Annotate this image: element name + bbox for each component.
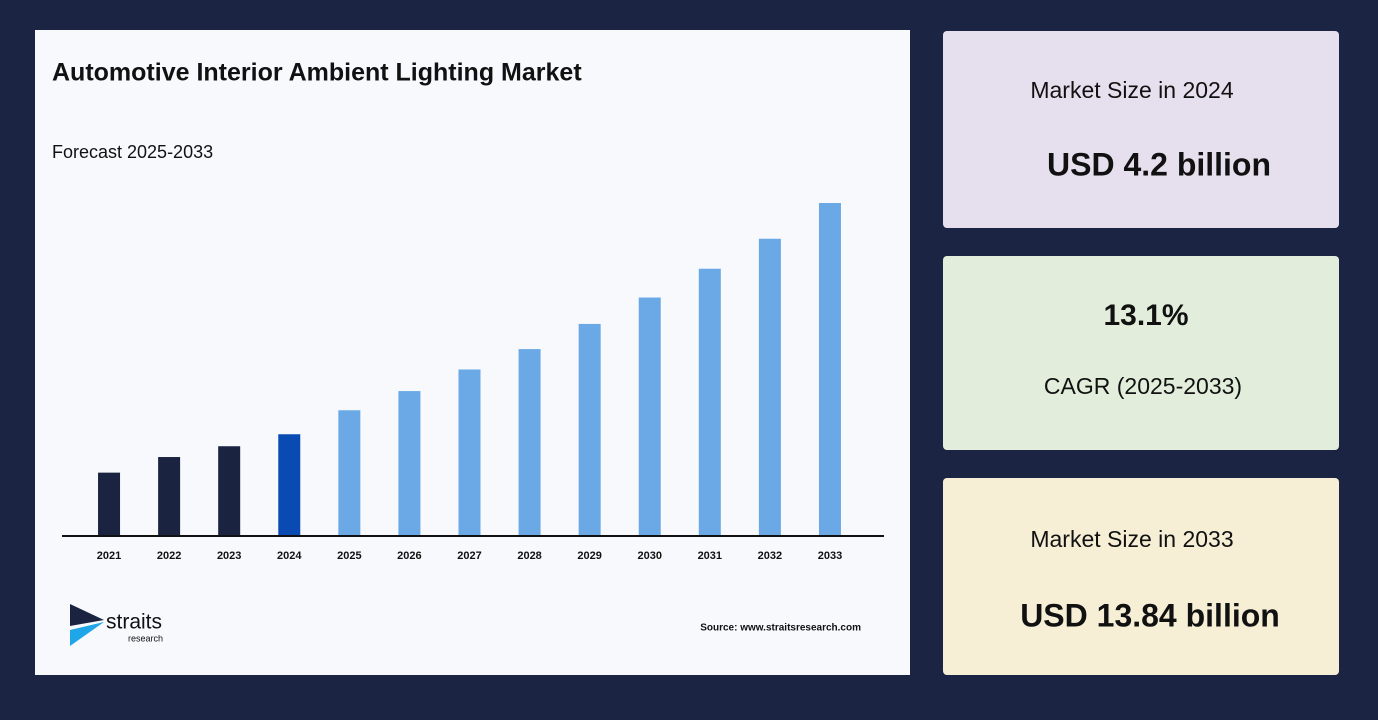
x-tick-label: 2031 <box>698 550 722 562</box>
card-value: USD 4.2 billion <box>1047 146 1271 182</box>
x-tick-label: 2027 <box>457 550 481 562</box>
card-value: USD 13.84 billion <box>1020 597 1280 633</box>
bar <box>278 434 301 535</box>
logo-mark <box>70 622 104 646</box>
x-tick-label: 2025 <box>337 550 361 562</box>
x-tick-label: 2029 <box>577 550 601 562</box>
x-tick-label: 2026 <box>397 550 421 562</box>
bar <box>458 369 481 535</box>
bar <box>218 446 241 535</box>
card <box>943 31 1339 228</box>
bar <box>338 410 361 535</box>
bar <box>638 297 661 535</box>
logo: straits research <box>70 604 163 646</box>
bar <box>698 268 721 535</box>
source: Source: www.straitsresearch.com <box>700 623 861 634</box>
bar <box>158 457 181 535</box>
x-tick-label: 2021 <box>97 550 121 562</box>
card <box>943 478 1339 675</box>
x-tick-label: 2022 <box>157 550 181 562</box>
bar <box>98 472 121 535</box>
x-tick-label: 2030 <box>637 550 661 562</box>
chart-title: Automotive Interior Ambient Lighting Mar… <box>52 59 582 87</box>
card-label: CAGR (2025-2033) <box>1044 373 1242 399</box>
card-label: Market Size in 2024 <box>1030 77 1233 103</box>
chart-subtitle: Forecast 2025-2033 <box>52 142 213 162</box>
logo-name: straits <box>106 611 162 634</box>
x-tick-label: 2033 <box>818 550 842 562</box>
logo-tagline: research <box>128 633 163 643</box>
bar <box>398 391 421 535</box>
x-tick-label: 2024 <box>277 550 302 562</box>
bar <box>818 203 841 535</box>
card-value: 13.1% <box>1103 299 1188 332</box>
bar <box>518 349 541 535</box>
x-tick-label: 2028 <box>517 550 541 562</box>
bar <box>578 323 601 535</box>
card-label: Market Size in 2033 <box>1030 526 1233 552</box>
card <box>943 256 1339 450</box>
x-tick-label: 2023 <box>217 550 241 562</box>
logo-mark <box>70 604 104 626</box>
x-tick-label: 2032 <box>758 550 782 562</box>
bar <box>758 238 781 535</box>
